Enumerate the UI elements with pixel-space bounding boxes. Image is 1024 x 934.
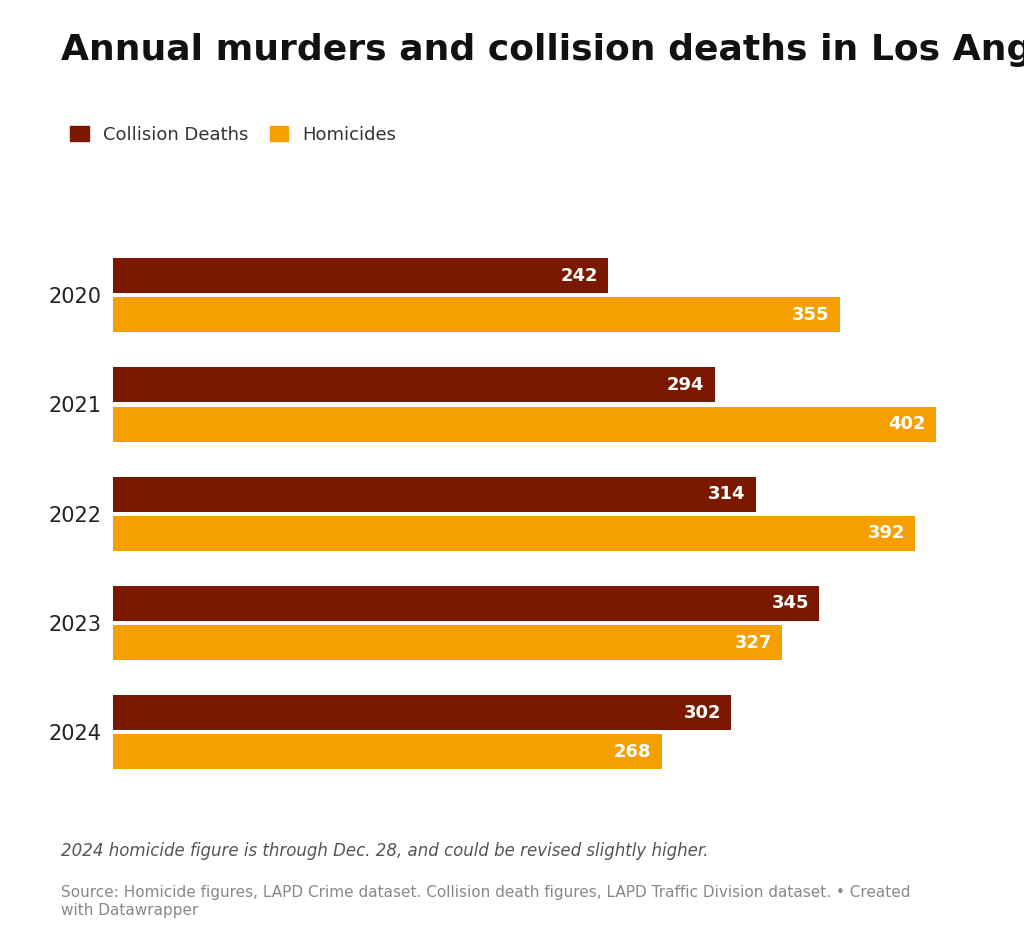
Bar: [113, 734, 662, 770]
Text: 402: 402: [888, 415, 926, 433]
Text: 355: 355: [792, 305, 829, 324]
Text: 314: 314: [708, 485, 745, 503]
Text: Annual murders and collision deaths in Los Angeles: Annual murders and collision deaths in L…: [61, 33, 1024, 66]
Text: 294: 294: [667, 375, 705, 394]
Text: 242: 242: [560, 266, 598, 285]
Bar: [113, 586, 819, 621]
Text: 345: 345: [771, 594, 809, 613]
Bar: [113, 476, 756, 512]
Bar: [113, 258, 608, 293]
Bar: [113, 297, 840, 333]
Bar: [113, 695, 731, 730]
Text: 392: 392: [867, 524, 905, 543]
Text: Source: Homicide figures, LAPD Crime dataset. Collision death figures, LAPD Traf: Source: Homicide figures, LAPD Crime dat…: [61, 885, 911, 918]
Legend: Collision Deaths, Homicides: Collision Deaths, Homicides: [71, 126, 396, 144]
Text: 268: 268: [613, 743, 651, 761]
Bar: [113, 625, 782, 660]
Bar: [113, 406, 936, 442]
Bar: [113, 367, 715, 403]
Text: 327: 327: [734, 633, 772, 652]
Text: 302: 302: [683, 703, 721, 722]
Bar: [113, 516, 915, 551]
Text: 2024 homicide figure is through Dec. 28, and could be revised slightly higher.: 2024 homicide figure is through Dec. 28,…: [61, 842, 709, 860]
